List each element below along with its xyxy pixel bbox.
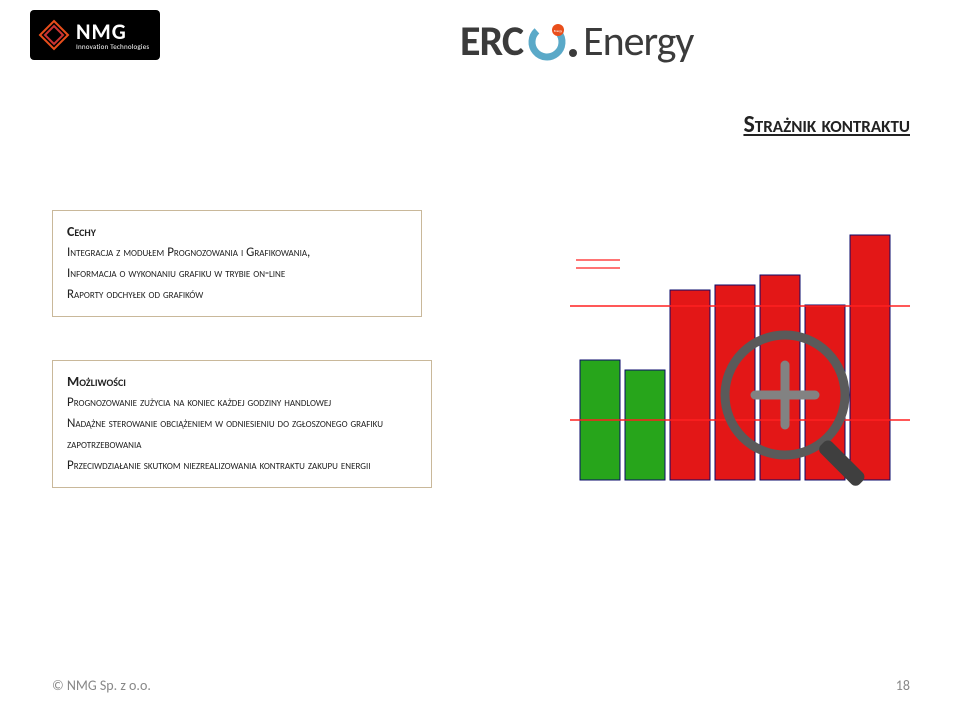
cechy-line: Integracja z modułem Prognozowania i Gra… xyxy=(67,243,407,264)
erco-logo: ERC Energy Energy xyxy=(460,16,693,67)
mozliwosci-heading: Możliwości xyxy=(67,371,417,393)
page-title: Strażnik kontraktu xyxy=(743,110,910,139)
footer-page-number: 18 xyxy=(896,677,910,694)
footer-copyright: © NMG Sp. z o.o. xyxy=(52,677,151,694)
mozliwosci-line: Przeciwdziałanie skutkom niezrealizowani… xyxy=(67,456,417,477)
erco-erc-text: ERC xyxy=(460,16,523,67)
cechy-line: Informacja o wykonaniu grafiku w trybie … xyxy=(67,264,407,285)
magnifier-icon xyxy=(710,320,890,500)
erco-dot-icon xyxy=(569,49,577,57)
erco-ring-icon: Energy xyxy=(527,22,567,62)
nmg-logo: NMG Innovation Technologies xyxy=(30,10,160,60)
mozliwosci-line: Nadążne sterowanie obciążeniem w odniesi… xyxy=(67,414,417,456)
nmg-text: NMG Innovation Technologies xyxy=(76,21,149,50)
footer: © NMG Sp. z o.o. 18 xyxy=(52,677,910,694)
nmg-diamond-icon xyxy=(38,19,70,51)
nmg-name: NMG xyxy=(76,21,149,43)
nmg-tagline: Innovation Technologies xyxy=(76,43,149,50)
cechy-box: Cechy Integracja z modułem Prognozowania… xyxy=(52,210,422,317)
mozliwosci-box: Możliwości Prognozowanie zużycia na koni… xyxy=(52,360,432,488)
mozliwosci-line: Prognozowanie zużycia na koniec każdej g… xyxy=(67,393,417,414)
svg-text:Energy: Energy xyxy=(554,29,563,33)
cechy-heading: Cechy xyxy=(67,221,407,243)
erco-energy-text: Energy xyxy=(583,16,693,67)
cechy-line: Raporty odchyłek od grafików xyxy=(67,285,407,306)
